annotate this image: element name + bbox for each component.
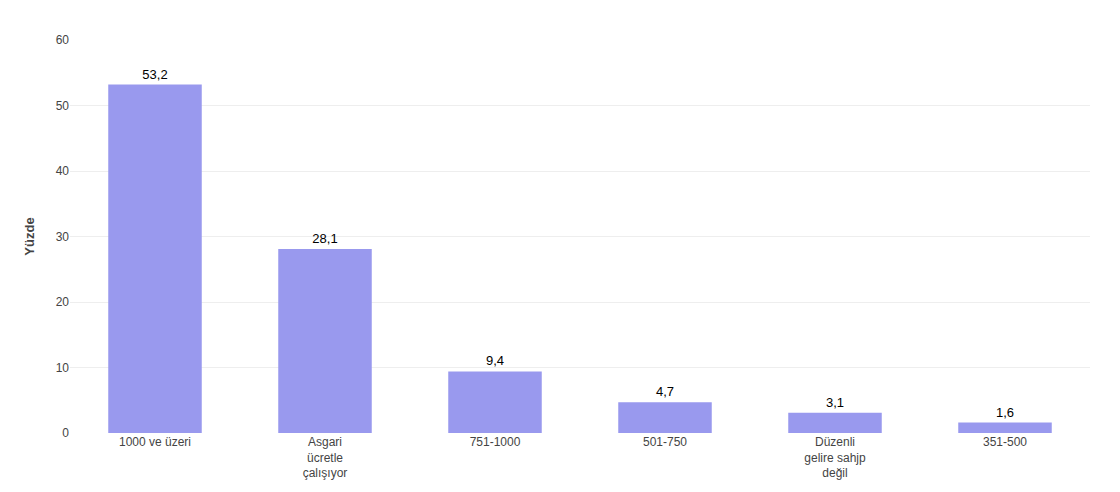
svg-text:50: 50 bbox=[56, 99, 70, 113]
svg-text:4,7: 4,7 bbox=[656, 384, 674, 399]
svg-text:10: 10 bbox=[56, 361, 70, 375]
svg-text:1000 ve üzeri: 1000 ve üzeri bbox=[119, 435, 191, 449]
svg-text:751-1000: 751-1000 bbox=[470, 435, 521, 449]
svg-text:351-500: 351-500 bbox=[983, 435, 1027, 449]
svg-text:9,4: 9,4 bbox=[486, 353, 504, 368]
svg-text:28,1: 28,1 bbox=[312, 231, 337, 246]
svg-text:1,6: 1,6 bbox=[996, 405, 1014, 420]
svg-text:0: 0 bbox=[62, 426, 69, 440]
svg-text:3,1: 3,1 bbox=[826, 395, 844, 410]
svg-text:Yüzde: Yüzde bbox=[22, 217, 37, 255]
svg-text:501-750: 501-750 bbox=[643, 435, 687, 449]
svg-text:60: 60 bbox=[56, 33, 70, 47]
svg-text:Asgariücretleçalışıyor: Asgariücretleçalışıyor bbox=[303, 435, 348, 480]
svg-text:Düzenligelire sahjpdeğil: Düzenligelire sahjpdeğil bbox=[804, 435, 866, 480]
svg-text:40: 40 bbox=[56, 164, 70, 178]
svg-text:30: 30 bbox=[56, 230, 70, 244]
svg-text:53,2: 53,2 bbox=[142, 67, 167, 82]
svg-text:20: 20 bbox=[56, 295, 70, 309]
